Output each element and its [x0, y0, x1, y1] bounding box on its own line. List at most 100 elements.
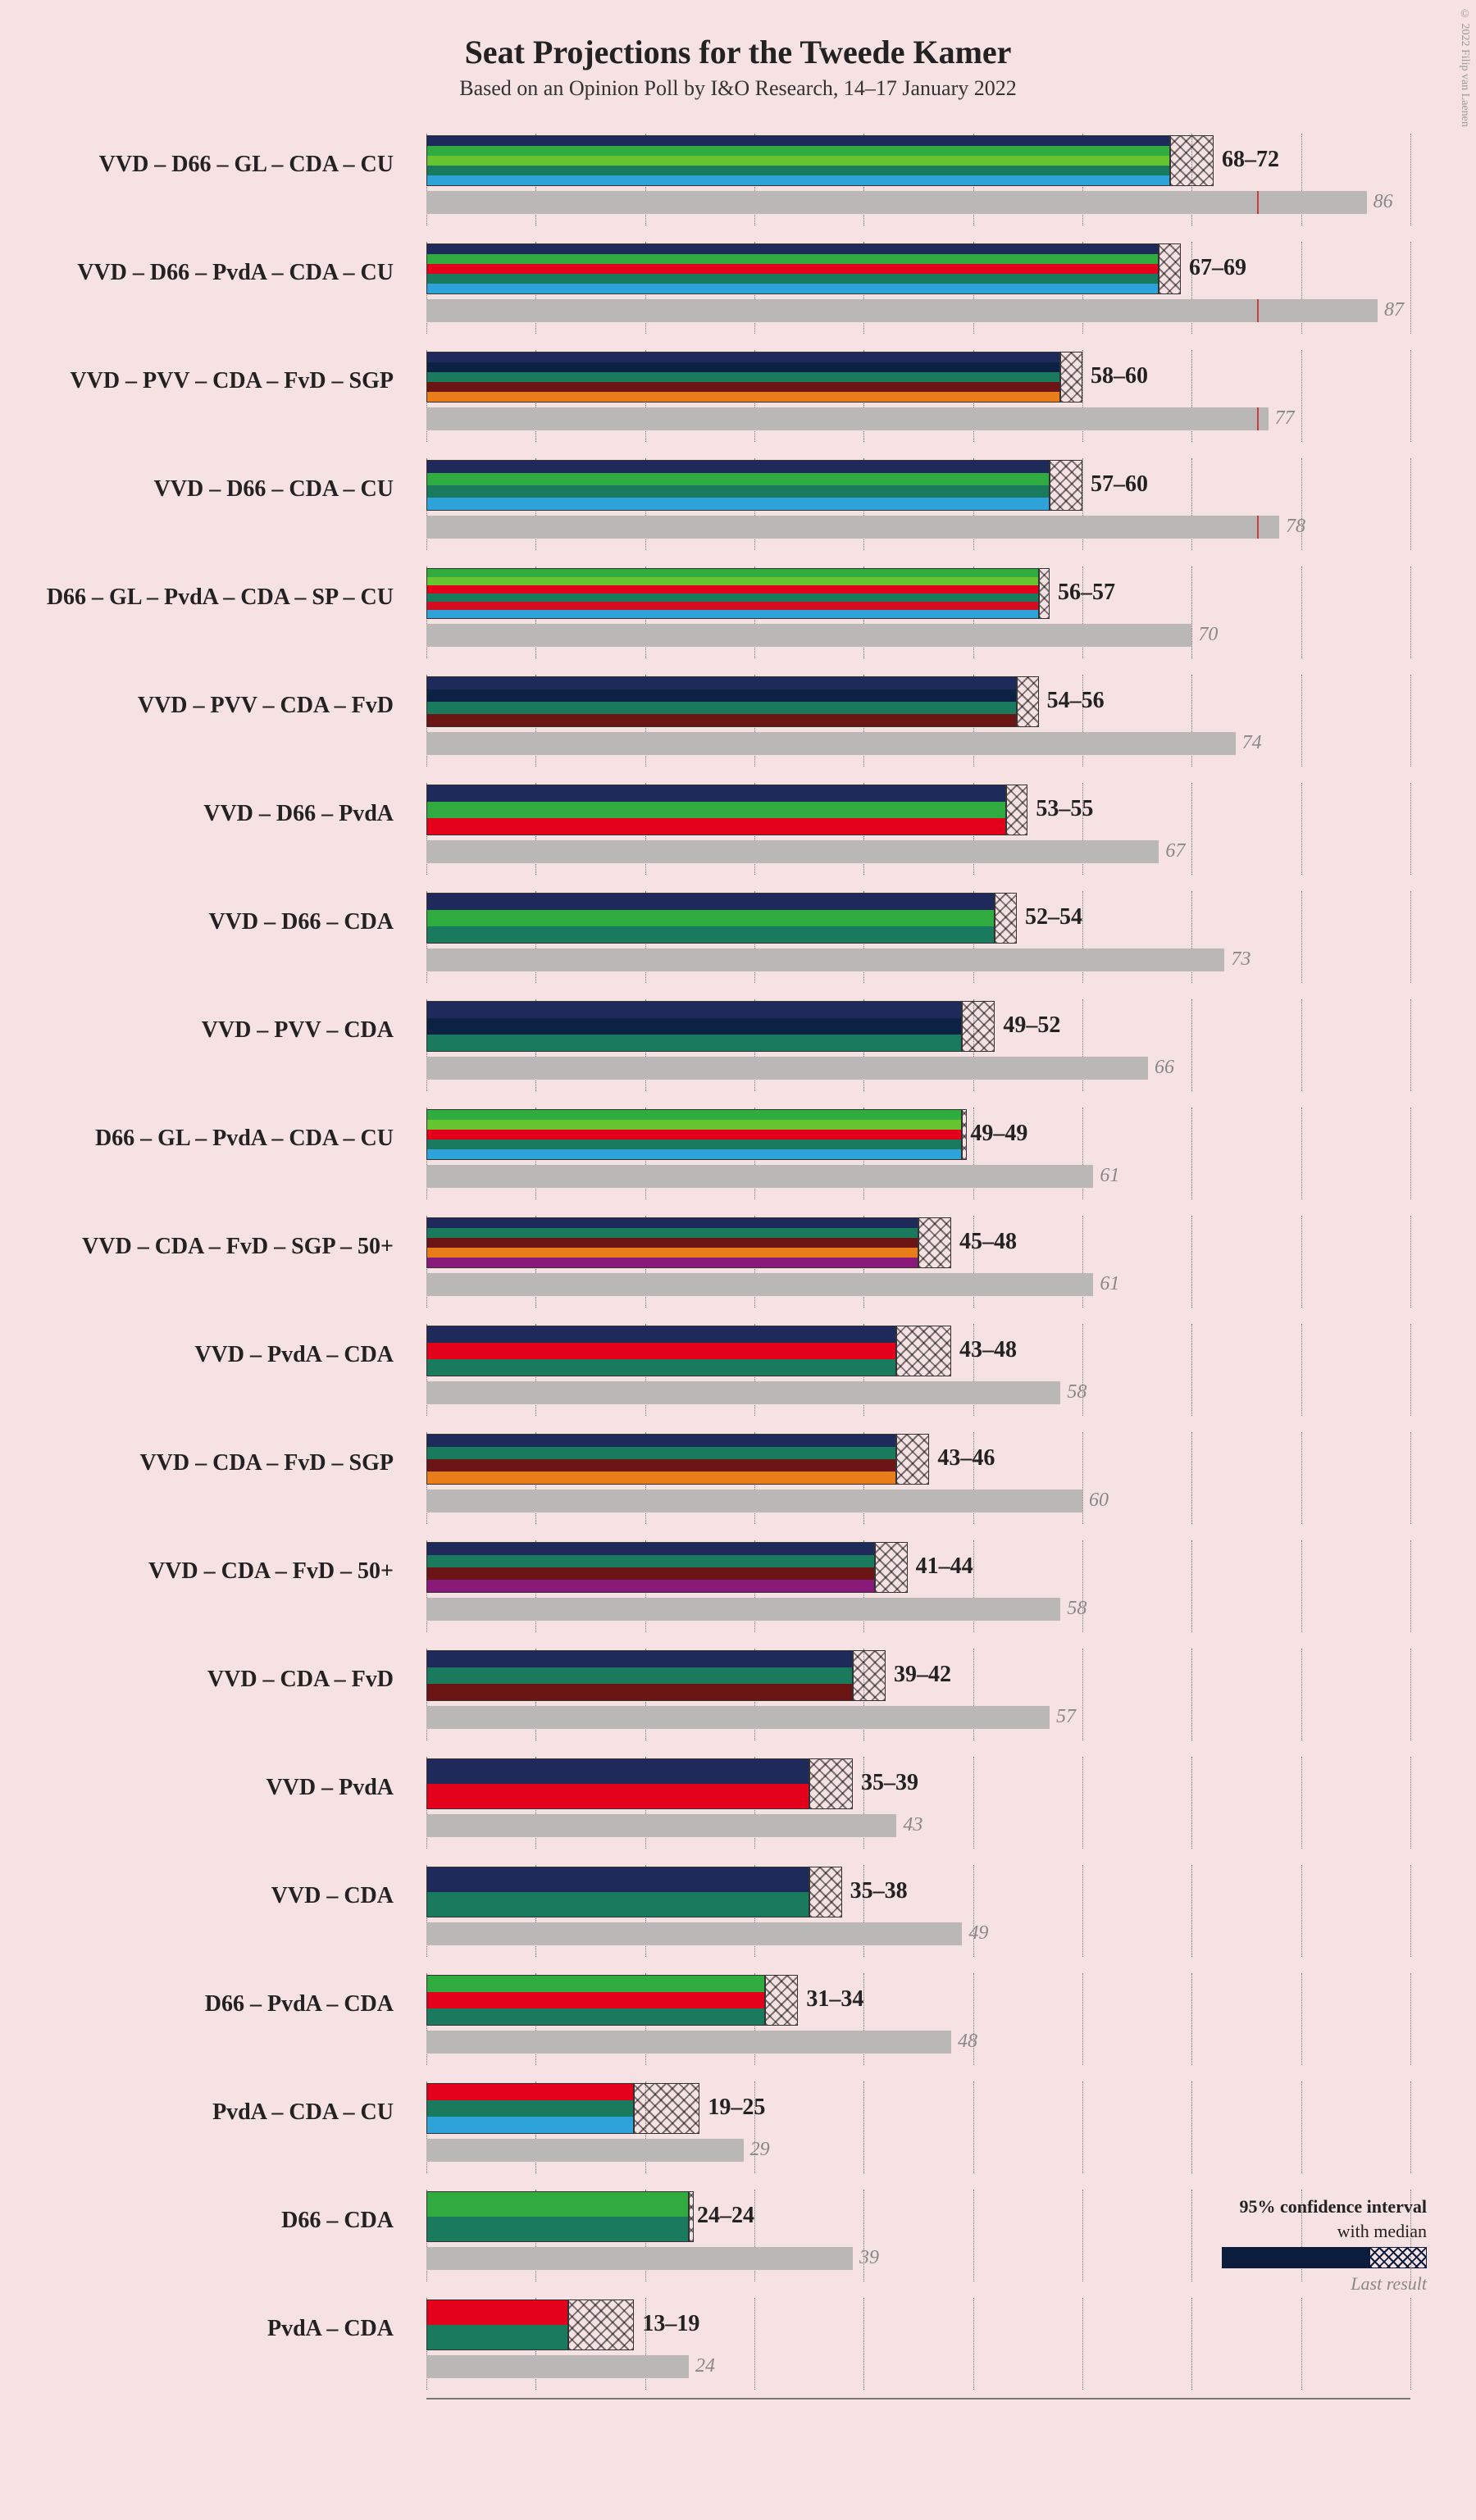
coalition-bar	[426, 1217, 918, 1268]
grid-line	[1191, 783, 1192, 875]
grid-line	[1301, 1973, 1302, 2065]
coalition-label: VVD – D66 – CDA	[16, 909, 410, 935]
party-stripe	[427, 1567, 874, 1580]
grid-line	[1082, 1432, 1083, 1524]
party-stripe	[427, 2217, 688, 2241]
last-result-label: 73	[1231, 948, 1250, 971]
copyright: © 2022 Filip van Laenen	[1458, 8, 1471, 127]
last-result-bar	[426, 732, 1236, 755]
grid-line	[1301, 1865, 1302, 1957]
party-stripe	[427, 1580, 874, 1592]
grid-line	[1410, 242, 1411, 334]
range-label: 31–34	[806, 1986, 863, 2013]
party-stripe	[427, 2300, 567, 2325]
party-stripe	[427, 146, 1169, 156]
party-stripe	[427, 274, 1158, 284]
confidence-interval	[962, 1001, 995, 1052]
coalition-bar	[426, 893, 995, 944]
party-stripe	[427, 926, 994, 943]
party-stripe	[427, 689, 1016, 702]
range-label: 49–49	[970, 1121, 1027, 1147]
party-stripe	[427, 910, 994, 926]
party-stripe	[427, 156, 1169, 166]
coalition-row: VVD – PVV – CDA – FvD – SGP7758–60	[426, 342, 1460, 450]
majority-tick	[1257, 516, 1259, 539]
confidence-interval	[1060, 352, 1082, 403]
confidence-interval	[1039, 568, 1050, 619]
chart-body: VVD – D66 – GL – CDA – CU8668–72VVD – D6…	[16, 125, 1460, 2398]
range-label: 67–69	[1189, 255, 1246, 281]
coalition-bar	[426, 1542, 875, 1593]
party-stripe	[427, 1018, 961, 1035]
last-result-bar	[426, 624, 1191, 647]
legend-solid	[1222, 2247, 1369, 2268]
last-result-label: 49	[968, 1922, 988, 1945]
coalition-label: VVD – D66 – GL – CDA – CU	[16, 152, 410, 178]
party-stripe	[427, 1258, 918, 1267]
party-stripe	[427, 602, 1038, 610]
party-stripe	[427, 498, 1049, 510]
party-stripe	[427, 136, 1169, 146]
last-result-bar	[426, 1057, 1148, 1080]
majority-tick	[1257, 299, 1259, 322]
coalition-bar	[426, 568, 1039, 619]
coalition-bar	[426, 2083, 634, 2134]
grid-line	[1301, 999, 1302, 1091]
confidence-interval	[896, 1326, 951, 1376]
grid-line	[1301, 1216, 1302, 1308]
grid-line	[1191, 1108, 1192, 1199]
range-label: 24–24	[697, 2203, 754, 2229]
coalition-row: PvdA – CDA2413–19	[426, 2290, 1460, 2398]
party-stripe	[427, 585, 1038, 594]
grid-line	[1191, 1324, 1192, 1416]
grid-line	[1410, 566, 1411, 658]
confidence-interval	[1159, 243, 1181, 294]
coalition-label: VVD – PVV – CDA	[16, 1017, 410, 1044]
legend-last: Last result	[1164, 2273, 1427, 2295]
confidence-interval	[962, 1109, 967, 1160]
grid-line	[1410, 1973, 1411, 2065]
grid-line	[1082, 1649, 1083, 1740]
coalition-row: VVD – CDA – FvD5739–42	[426, 1640, 1460, 1749]
coalition-row: VVD – CDA4935–38	[426, 1857, 1460, 1965]
party-stripe	[427, 1892, 809, 1917]
last-result-label: 43	[903, 1814, 922, 1836]
coalition-label: VVD – PVV – CDA – FvD – SGP	[16, 368, 410, 394]
party-stripe	[427, 1867, 809, 1892]
grid-line	[1410, 2081, 1411, 2173]
last-result-label: 87	[1384, 299, 1404, 321]
party-stripe	[427, 166, 1169, 175]
grid-line	[1410, 1757, 1411, 1849]
grid-line	[754, 2298, 755, 2390]
range-label: 43–48	[959, 1337, 1017, 1363]
last-result-label: 70	[1198, 624, 1218, 646]
confidence-interval	[918, 1217, 951, 1268]
party-stripe	[427, 2084, 633, 2100]
party-stripe	[427, 1149, 961, 1159]
grid-line	[973, 2081, 974, 2173]
party-stripe	[427, 1447, 895, 1459]
range-label: 35–38	[850, 1878, 908, 1904]
last-result-bar	[426, 191, 1367, 214]
last-result-bar	[426, 1922, 962, 1945]
last-result-label: 39	[859, 2247, 879, 2269]
grid-line	[1082, 2190, 1083, 2281]
party-stripe	[427, 1248, 918, 1258]
party-stripe	[427, 1667, 852, 1684]
party-stripe	[427, 802, 1005, 818]
grid-line	[1191, 1540, 1192, 1632]
party-stripe	[427, 785, 1005, 802]
party-stripe	[427, 1784, 809, 1808]
last-result-label: 74	[1242, 732, 1262, 754]
coalition-bar	[426, 2299, 568, 2350]
last-result-bar	[426, 1706, 1050, 1729]
confidence-interval	[568, 2299, 634, 2350]
party-stripe	[427, 2100, 633, 2117]
grid-line	[1301, 1432, 1302, 1524]
coalition-label: VVD – CDA – FvD – SGP – 50+	[16, 1234, 410, 1260]
party-stripe	[427, 362, 1059, 372]
range-label: 56–57	[1058, 580, 1115, 606]
grid-line	[863, 2298, 864, 2390]
coalition-bar	[426, 1109, 962, 1160]
party-stripe	[427, 1343, 895, 1359]
